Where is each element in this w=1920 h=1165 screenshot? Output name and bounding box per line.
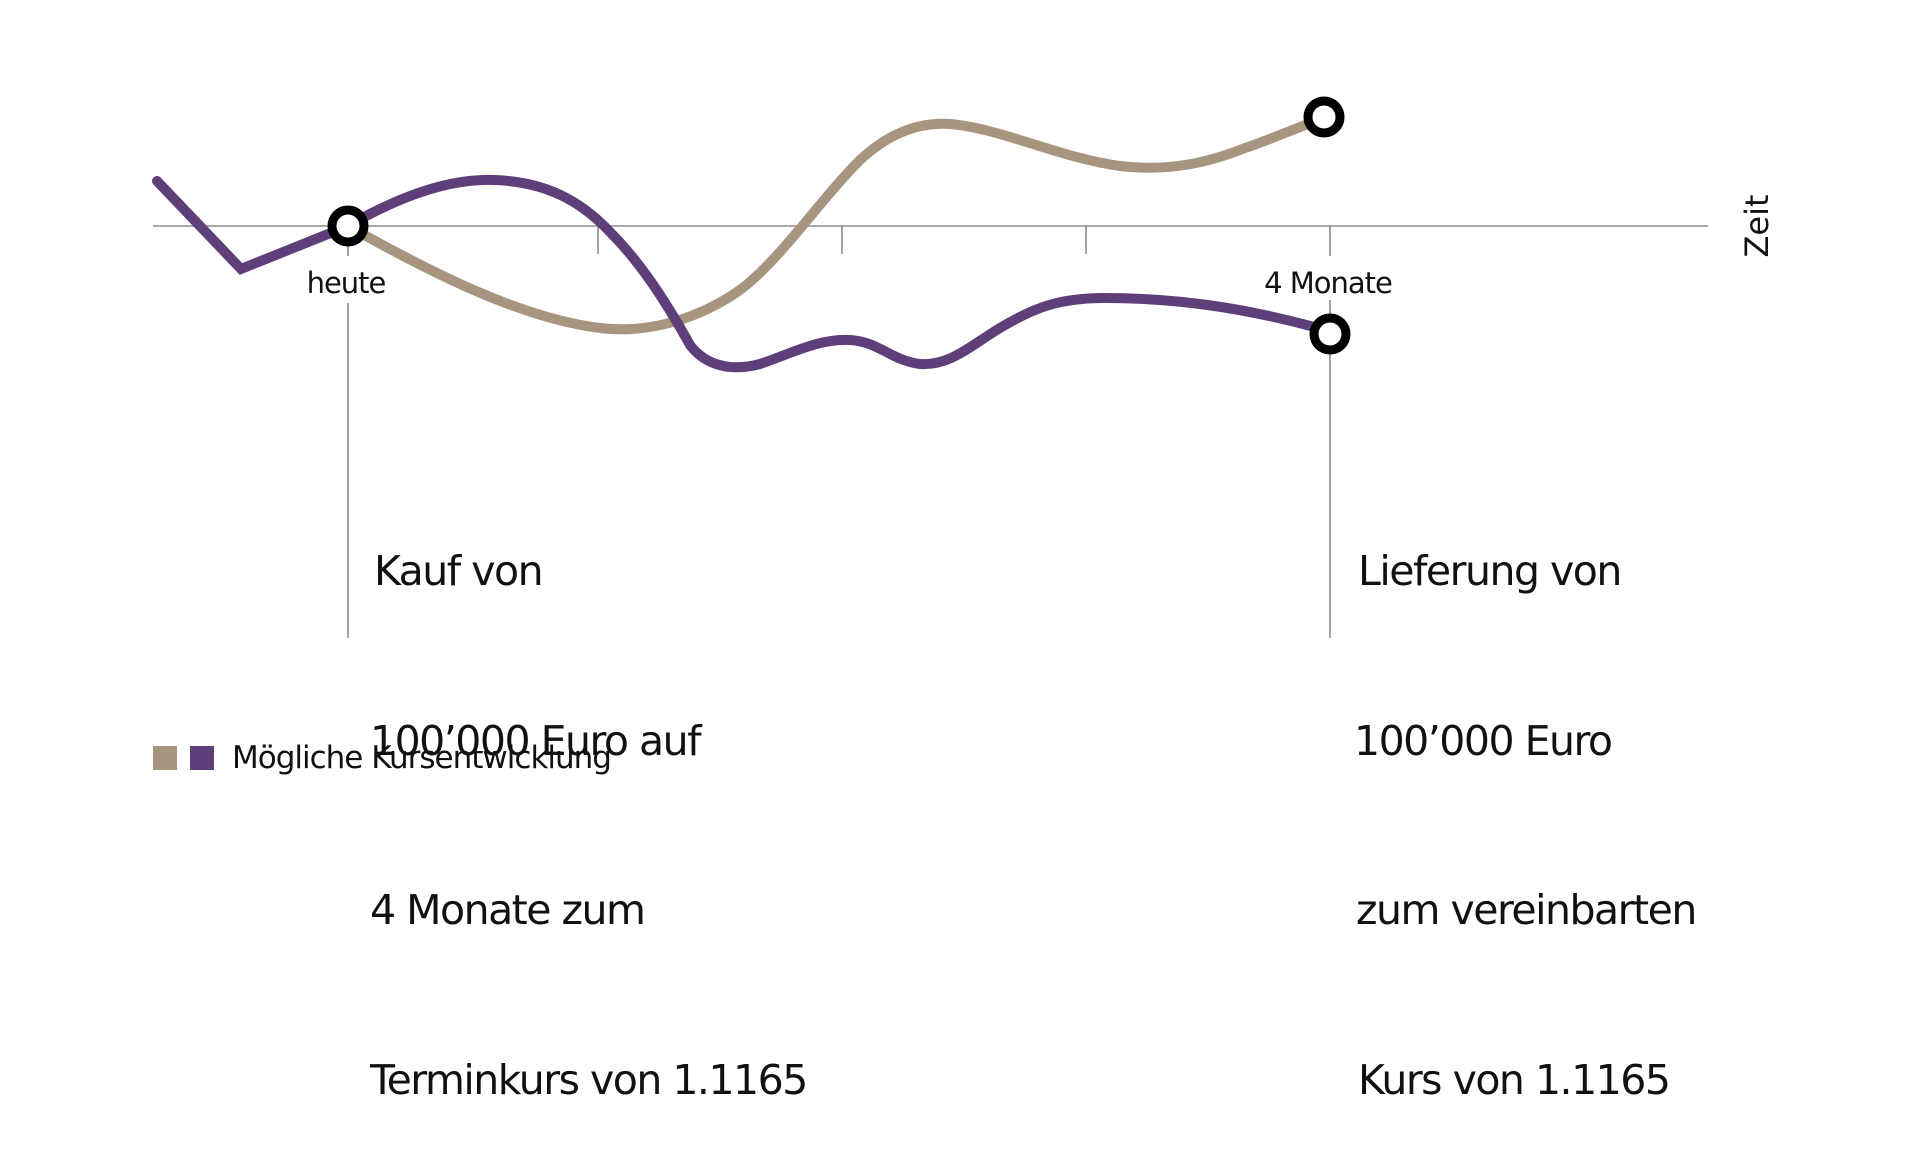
forward-contract-chart: heute 4 Monate Zeit bbox=[152, 96, 1776, 638]
annotation-purchase-line: Kauf von bbox=[374, 547, 544, 595]
legend-label: Mögliche Kursentwicklung bbox=[232, 740, 612, 776]
marker-heute bbox=[327, 205, 369, 247]
annotation-purchase-line: Terminkurs von 1.1165 bbox=[370, 1055, 808, 1104]
legend: Mögliche Kursentwicklung bbox=[153, 740, 612, 776]
annotation-purchase-line: 100’000 Euro auf bbox=[370, 716, 702, 765]
annotation-delivery: Lieferung von 100’000 Euro zum vereinbar… bbox=[1354, 430, 1697, 1165]
series-line-beige bbox=[343, 113, 1330, 335]
annotation-delivery-line: zum vereinbarten bbox=[1356, 886, 1697, 934]
annotation-purchase: Kauf von 100’000 Euro auf 4 Monate zum T… bbox=[370, 430, 808, 1165]
marker-4-monate-purple bbox=[1309, 313, 1351, 355]
tick-label-heute: heute bbox=[307, 266, 386, 300]
annotation-delivery-line: Lieferung von bbox=[1358, 547, 1622, 595]
legend-swatch-beige bbox=[153, 746, 177, 770]
marker-4-monate-beige bbox=[1303, 96, 1345, 138]
legend-swatch-purple bbox=[190, 746, 214, 770]
axis-title-zeit: Zeit bbox=[1738, 194, 1776, 257]
annotation-delivery-line: 100’000 Euro bbox=[1354, 716, 1613, 765]
annotation-delivery-line: Kurs von 1.1165 bbox=[1358, 1055, 1671, 1104]
annotation-purchase-line: 4 Monate zum bbox=[370, 886, 646, 934]
series-line-purple bbox=[152, 174, 1330, 373]
tick-label-4-monate: 4 Monate bbox=[1264, 266, 1392, 300]
